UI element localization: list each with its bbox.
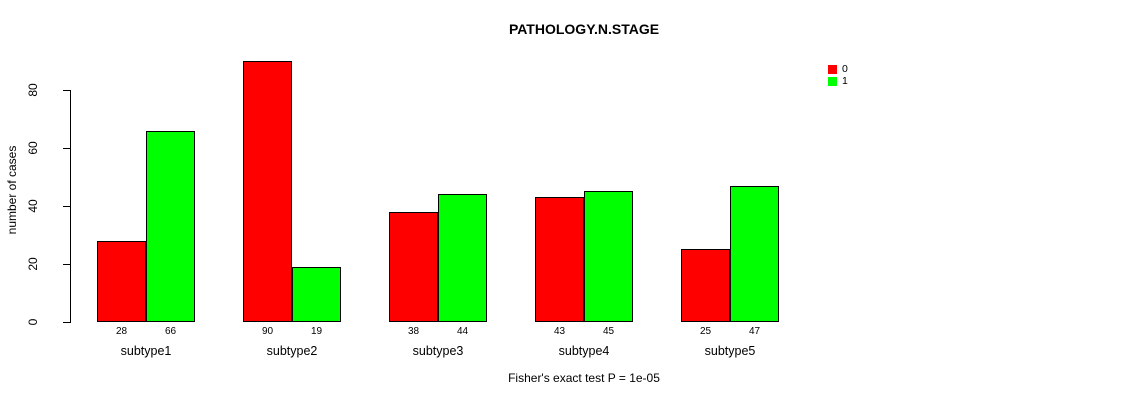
bar-series-0 — [243, 61, 292, 322]
y-axis-tick-label: 0 — [26, 318, 40, 326]
bar-value-label: 45 — [602, 326, 615, 337]
legend-swatch-icon — [828, 76, 837, 86]
bar-series-0 — [535, 197, 584, 322]
bar-series-1 — [584, 191, 633, 322]
bar-value-label: 38 — [407, 326, 420, 337]
category-label-subtype2: subtype2 — [266, 344, 318, 358]
bar-series-0 — [389, 212, 438, 322]
bar-value-label: 25 — [699, 326, 712, 337]
legend-entry-1: 1 — [828, 75, 848, 87]
y-axis-tick — [63, 322, 70, 323]
bar-value-label: 43 — [553, 326, 566, 337]
bar-value-label: 47 — [748, 326, 761, 337]
chart-title: PATHOLOGY.N.STAGE — [508, 21, 660, 37]
bar-series-1 — [292, 267, 341, 322]
category-label-subtype4: subtype4 — [558, 344, 610, 358]
caption-text: Fisher's exact test P = 1e-05 — [508, 371, 660, 385]
legend-label: 1 — [842, 75, 848, 87]
bar-value-label: 19 — [310, 326, 323, 337]
y-axis-tick — [63, 148, 70, 149]
bar-value-label: 28 — [115, 326, 128, 337]
y-axis-tick — [63, 206, 70, 207]
legend-label: 0 — [842, 63, 848, 75]
y-axis-title: number of cases — [5, 145, 19, 235]
bar-value-label: 44 — [456, 326, 469, 337]
y-axis-tick-label: 20 — [26, 257, 40, 271]
legend-entry-0: 0 — [828, 63, 848, 75]
y-axis-tick — [63, 264, 70, 265]
bar-value-label: 90 — [261, 326, 274, 337]
y-axis-tick-label: 80 — [26, 83, 40, 97]
category-label-subtype3: subtype3 — [412, 344, 464, 358]
legend-swatch-icon — [828, 64, 837, 74]
bar-series-1 — [438, 194, 487, 322]
y-axis-tick-label: 40 — [26, 199, 40, 213]
y-axis-line — [70, 90, 71, 323]
bar-series-1 — [730, 186, 779, 322]
bar-series-0 — [97, 241, 146, 322]
y-axis-tick-label: 60 — [26, 141, 40, 155]
bar-series-1 — [146, 131, 195, 322]
category-label-subtype1: subtype1 — [120, 344, 172, 358]
category-label-subtype5: subtype5 — [704, 344, 756, 358]
y-axis-tick — [63, 90, 70, 91]
bar-series-0 — [681, 249, 730, 322]
bar-value-label: 66 — [164, 326, 177, 337]
